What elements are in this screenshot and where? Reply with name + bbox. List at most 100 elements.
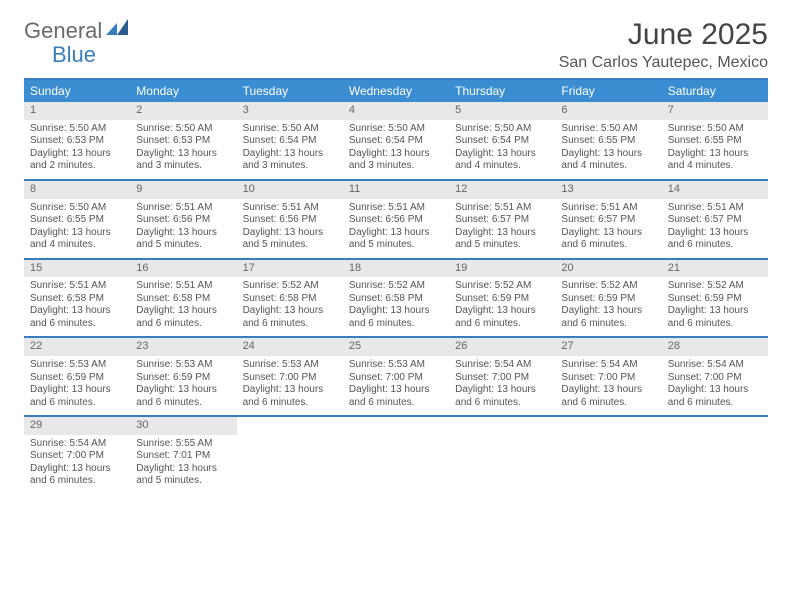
day-body: Sunrise: 5:51 AMSunset: 6:58 PMDaylight:…: [24, 277, 130, 336]
day-cell: 12Sunrise: 5:51 AMSunset: 6:57 PMDayligh…: [449, 181, 555, 258]
daylight-text: Daylight: 13 hours and 6 minutes.: [30, 463, 124, 488]
day-number: 12: [449, 181, 555, 199]
daylight-text: Daylight: 13 hours and 6 minutes.: [561, 305, 655, 330]
daylight-text: Daylight: 13 hours and 5 minutes.: [349, 227, 443, 252]
sunset-text: Sunset: 6:54 PM: [243, 135, 337, 148]
day-body: Sunrise: 5:53 AMSunset: 7:00 PMDaylight:…: [237, 356, 343, 415]
day-cell: 6Sunrise: 5:50 AMSunset: 6:55 PMDaylight…: [555, 102, 661, 179]
daylight-text: Daylight: 13 hours and 6 minutes.: [30, 305, 124, 330]
day-body: Sunrise: 5:50 AMSunset: 6:55 PMDaylight:…: [662, 120, 768, 179]
day-number: 7: [662, 102, 768, 120]
day-cell: 15Sunrise: 5:51 AMSunset: 6:58 PMDayligh…: [24, 260, 130, 337]
sunset-text: Sunset: 6:58 PM: [349, 293, 443, 306]
sunrise-text: Sunrise: 5:52 AM: [455, 280, 549, 293]
sunset-text: Sunset: 6:53 PM: [136, 135, 230, 148]
day-cell: 30Sunrise: 5:55 AMSunset: 7:01 PMDayligh…: [130, 417, 236, 494]
day-body: Sunrise: 5:55 AMSunset: 7:01 PMDaylight:…: [130, 435, 236, 494]
day-cell: 25Sunrise: 5:53 AMSunset: 7:00 PMDayligh…: [343, 338, 449, 415]
sunset-text: Sunset: 6:57 PM: [668, 214, 762, 227]
day-body: Sunrise: 5:52 AMSunset: 6:59 PMDaylight:…: [555, 277, 661, 336]
sunrise-text: Sunrise: 5:53 AM: [136, 359, 230, 372]
day-number: 6: [555, 102, 661, 120]
day-cell: 20Sunrise: 5:52 AMSunset: 6:59 PMDayligh…: [555, 260, 661, 337]
logo-mark-icon: [106, 19, 128, 35]
day-cell: 29Sunrise: 5:54 AMSunset: 7:00 PMDayligh…: [24, 417, 130, 494]
day-number: 17: [237, 260, 343, 278]
day-number: 29: [24, 417, 130, 435]
sunrise-text: Sunrise: 5:54 AM: [30, 438, 124, 451]
sunset-text: Sunset: 6:55 PM: [668, 135, 762, 148]
day-number: 4: [343, 102, 449, 120]
logo-text-general: General: [24, 18, 102, 44]
day-number: 11: [343, 181, 449, 199]
day-number: 18: [343, 260, 449, 278]
sunset-text: Sunset: 6:54 PM: [349, 135, 443, 148]
day-body: Sunrise: 5:53 AMSunset: 7:00 PMDaylight:…: [343, 356, 449, 415]
sunrise-text: Sunrise: 5:50 AM: [30, 123, 124, 136]
day-header-thursday: Thursday: [449, 80, 555, 102]
daylight-text: Daylight: 13 hours and 6 minutes.: [561, 227, 655, 252]
day-body: Sunrise: 5:50 AMSunset: 6:55 PMDaylight:…: [24, 199, 130, 258]
day-number: 26: [449, 338, 555, 356]
day-body: Sunrise: 5:52 AMSunset: 6:58 PMDaylight:…: [343, 277, 449, 336]
day-number: 13: [555, 181, 661, 199]
day-cell: 1Sunrise: 5:50 AMSunset: 6:53 PMDaylight…: [24, 102, 130, 179]
sunrise-text: Sunrise: 5:54 AM: [561, 359, 655, 372]
day-number: 2: [130, 102, 236, 120]
sunset-text: Sunset: 6:59 PM: [455, 293, 549, 306]
day-body: Sunrise: 5:52 AMSunset: 6:59 PMDaylight:…: [449, 277, 555, 336]
daylight-text: Daylight: 13 hours and 3 minutes.: [243, 148, 337, 173]
day-cell: 19Sunrise: 5:52 AMSunset: 6:59 PMDayligh…: [449, 260, 555, 337]
sunrise-text: Sunrise: 5:51 AM: [136, 280, 230, 293]
sunrise-text: Sunrise: 5:53 AM: [30, 359, 124, 372]
daylight-text: Daylight: 13 hours and 6 minutes.: [30, 384, 124, 409]
day-cell: 28Sunrise: 5:54 AMSunset: 7:00 PMDayligh…: [662, 338, 768, 415]
sunset-text: Sunset: 6:59 PM: [561, 293, 655, 306]
day-number: 24: [237, 338, 343, 356]
logo: General Blue: [24, 18, 128, 44]
sunset-text: Sunset: 6:58 PM: [136, 293, 230, 306]
day-cell: 2Sunrise: 5:50 AMSunset: 6:53 PMDaylight…: [130, 102, 236, 179]
day-number: 28: [662, 338, 768, 356]
day-cell: 13Sunrise: 5:51 AMSunset: 6:57 PMDayligh…: [555, 181, 661, 258]
sunrise-text: Sunrise: 5:51 AM: [455, 202, 549, 215]
day-body: Sunrise: 5:51 AMSunset: 6:56 PMDaylight:…: [130, 199, 236, 258]
day-body: Sunrise: 5:53 AMSunset: 6:59 PMDaylight:…: [130, 356, 236, 415]
day-cell: 5Sunrise: 5:50 AMSunset: 6:54 PMDaylight…: [449, 102, 555, 179]
daylight-text: Daylight: 13 hours and 6 minutes.: [349, 305, 443, 330]
day-number: 21: [662, 260, 768, 278]
day-number: 25: [343, 338, 449, 356]
daylight-text: Daylight: 13 hours and 4 minutes.: [30, 227, 124, 252]
sunset-text: Sunset: 7:00 PM: [349, 372, 443, 385]
title-month: June 2025: [559, 18, 768, 52]
sunset-text: Sunset: 7:00 PM: [455, 372, 549, 385]
day-number: 15: [24, 260, 130, 278]
sunrise-text: Sunrise: 5:54 AM: [455, 359, 549, 372]
sunset-text: Sunset: 6:56 PM: [136, 214, 230, 227]
daylight-text: Daylight: 13 hours and 2 minutes.: [30, 148, 124, 173]
day-body: Sunrise: 5:50 AMSunset: 6:54 PMDaylight:…: [237, 120, 343, 179]
daylight-text: Daylight: 13 hours and 4 minutes.: [455, 148, 549, 173]
sunset-text: Sunset: 7:00 PM: [668, 372, 762, 385]
day-body: Sunrise: 5:54 AMSunset: 7:00 PMDaylight:…: [24, 435, 130, 494]
day-number: 9: [130, 181, 236, 199]
day-number: 5: [449, 102, 555, 120]
day-cell: 18Sunrise: 5:52 AMSunset: 6:58 PMDayligh…: [343, 260, 449, 337]
day-cell: 4Sunrise: 5:50 AMSunset: 6:54 PMDaylight…: [343, 102, 449, 179]
title-location: San Carlos Yautepec, Mexico: [559, 54, 768, 72]
sunrise-text: Sunrise: 5:52 AM: [243, 280, 337, 293]
sunrise-text: Sunrise: 5:52 AM: [561, 280, 655, 293]
day-body: Sunrise: 5:54 AMSunset: 7:00 PMDaylight:…: [662, 356, 768, 415]
daylight-text: Daylight: 13 hours and 3 minutes.: [349, 148, 443, 173]
sunrise-text: Sunrise: 5:55 AM: [136, 438, 230, 451]
day-body: Sunrise: 5:51 AMSunset: 6:58 PMDaylight:…: [130, 277, 236, 336]
day-number: 19: [449, 260, 555, 278]
daylight-text: Daylight: 13 hours and 6 minutes.: [349, 384, 443, 409]
logo-text-blue: Blue: [52, 42, 96, 68]
sunset-text: Sunset: 6:58 PM: [243, 293, 337, 306]
day-body: Sunrise: 5:51 AMSunset: 6:57 PMDaylight:…: [662, 199, 768, 258]
day-number: 14: [662, 181, 768, 199]
day-body: Sunrise: 5:52 AMSunset: 6:59 PMDaylight:…: [662, 277, 768, 336]
day-cell: 10Sunrise: 5:51 AMSunset: 6:56 PMDayligh…: [237, 181, 343, 258]
day-body: Sunrise: 5:52 AMSunset: 6:58 PMDaylight:…: [237, 277, 343, 336]
